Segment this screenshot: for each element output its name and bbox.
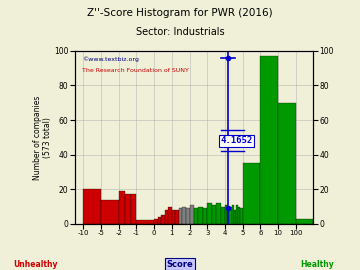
Bar <box>179 208 183 224</box>
Bar <box>190 205 194 224</box>
Bar <box>101 200 119 224</box>
Bar <box>165 210 168 224</box>
Bar <box>198 207 203 224</box>
Bar <box>243 163 260 224</box>
Bar <box>296 219 314 224</box>
Bar <box>125 194 131 224</box>
Text: Sector: Industrials: Sector: Industrials <box>136 27 224 37</box>
Bar <box>231 205 234 224</box>
Bar <box>194 208 198 224</box>
Bar <box>216 203 221 224</box>
Bar <box>229 207 231 224</box>
Bar <box>260 56 278 224</box>
Bar <box>227 208 229 224</box>
Bar <box>225 205 227 224</box>
Bar <box>84 189 101 224</box>
Bar <box>234 210 236 224</box>
Bar <box>203 208 207 224</box>
Text: Score: Score <box>167 260 193 269</box>
Bar <box>161 215 165 224</box>
Text: Healthy: Healthy <box>300 260 334 269</box>
Text: Unhealthy: Unhealthy <box>14 260 58 269</box>
Bar <box>183 207 186 224</box>
Bar <box>154 219 158 224</box>
Y-axis label: Number of companies
(573 total): Number of companies (573 total) <box>33 95 53 180</box>
Text: Z''-Score Histogram for PWR (2016): Z''-Score Histogram for PWR (2016) <box>87 8 273 18</box>
Bar <box>172 210 175 224</box>
Text: 4.1652: 4.1652 <box>221 136 253 145</box>
Bar <box>278 103 296 224</box>
Bar <box>168 207 172 224</box>
Bar <box>221 207 225 224</box>
Text: ©www.textbiz.org: ©www.textbiz.org <box>82 56 139 62</box>
Bar <box>136 220 154 224</box>
Bar <box>238 207 240 224</box>
Bar <box>175 210 179 224</box>
Bar <box>240 208 243 224</box>
Bar <box>236 205 238 224</box>
Bar <box>131 194 136 224</box>
Bar <box>119 191 125 224</box>
Text: The Research Foundation of SUNY: The Research Foundation of SUNY <box>82 68 189 73</box>
Bar <box>207 203 212 224</box>
Bar <box>186 208 190 224</box>
Bar <box>158 217 161 224</box>
Bar <box>212 205 216 224</box>
